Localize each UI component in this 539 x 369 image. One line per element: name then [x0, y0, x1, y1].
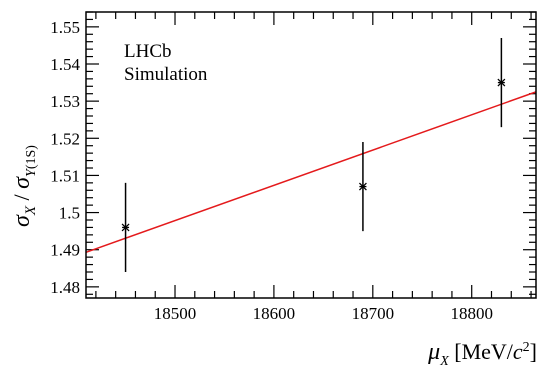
- y-tick-label: 1.55: [50, 18, 80, 37]
- data-point: [497, 38, 506, 128]
- tick-labels: 18500 18600 18700 18800 1.48 1.49 1.5 1.51 1.52 1…: [50, 18, 493, 323]
- y-tick-label: 1.51: [50, 166, 80, 185]
- annotation-simulation: Simulation: [124, 64, 208, 85]
- x-tick-label: 18800: [450, 304, 493, 323]
- data-point: [121, 182, 130, 272]
- x-tick-label: 18600: [253, 304, 296, 323]
- x-tick-label: 18500: [154, 304, 197, 323]
- marker-stroke: [358, 182, 367, 191]
- annotation-lhcb: LHCb: [124, 41, 172, 62]
- y-axis-label: σX / σΥ(1S): [9, 145, 39, 227]
- y-tick-label: 1.54: [50, 55, 80, 74]
- major-ticks: [86, 12, 536, 298]
- x-axis-label: μX [MeV/c2]: [427, 339, 537, 369]
- marker-stroke: [121, 223, 130, 232]
- plot-frame: [85, 11, 537, 299]
- y-tick-label: 1.53: [50, 92, 80, 111]
- minor-ticks: [86, 11, 536, 298]
- data-point: [358, 142, 367, 232]
- y-tick-label: 1.49: [50, 241, 80, 260]
- y-tick-label: 1.48: [50, 278, 80, 297]
- marker-stroke: [497, 78, 506, 87]
- data-points: [121, 38, 506, 272]
- y-tick-label: 1.52: [50, 129, 80, 148]
- fit-line: [85, 91, 537, 254]
- y-tick-label: 1.5: [59, 204, 80, 223]
- x-tick-label: 18700: [352, 304, 395, 323]
